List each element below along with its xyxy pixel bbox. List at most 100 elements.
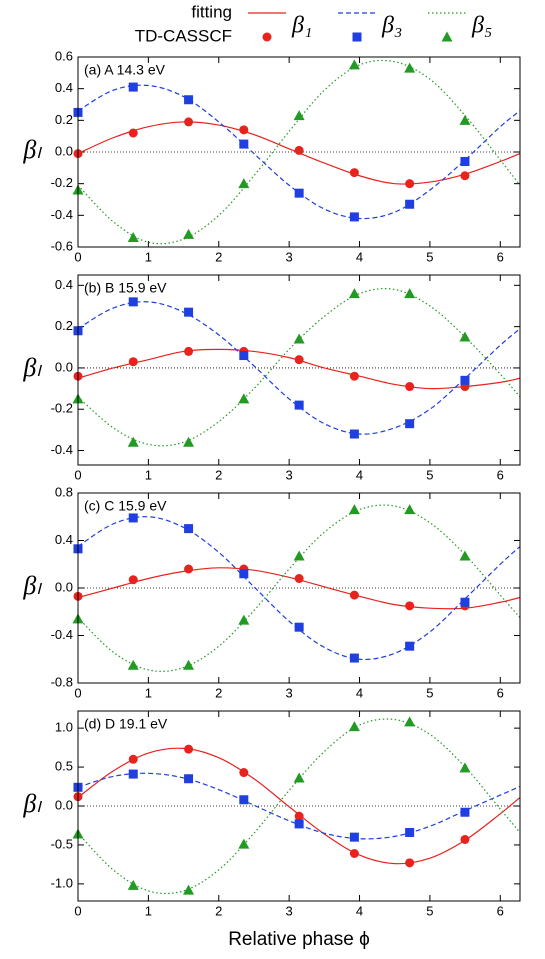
x-tick-label: 4 <box>356 685 363 700</box>
x-tick-label: 4 <box>356 249 363 264</box>
marker <box>127 232 139 242</box>
legend-name: β₁ <box>291 13 312 39</box>
panel-title: (a) A 14.3 eV <box>84 62 166 78</box>
marker <box>404 62 416 73</box>
marker <box>128 754 138 764</box>
marker <box>184 744 194 754</box>
marker <box>184 524 194 534</box>
y-tick-label: 0.0 <box>55 143 73 158</box>
marker <box>460 157 470 166</box>
marker <box>405 601 415 611</box>
x-tick-label: 3 <box>286 903 293 918</box>
marker <box>349 832 359 842</box>
marker <box>348 721 360 732</box>
panel-title: (d) D 19.1 eV <box>84 716 168 732</box>
marker <box>405 382 415 392</box>
marker <box>404 716 416 727</box>
legend-label: TD-CASSCF <box>135 26 232 45</box>
x-tick-label: 1 <box>145 903 152 918</box>
marker <box>183 228 195 239</box>
y-axis-label: βₗ <box>22 353 42 382</box>
y-tick-label: -0.2 <box>51 401 73 416</box>
marker <box>239 768 249 778</box>
marker <box>239 139 249 149</box>
marker <box>459 550 471 561</box>
panel-title: (c) C 15.9 eV <box>84 498 167 514</box>
marker <box>184 307 194 317</box>
y-tick-label: 1.0 <box>55 720 73 735</box>
x-tick-label: 5 <box>426 249 433 264</box>
marker <box>349 371 359 381</box>
x-tick-label: 6 <box>497 685 504 700</box>
marker <box>460 171 470 181</box>
y-tick-label: 0.0 <box>55 579 73 594</box>
marker <box>294 819 304 829</box>
marker <box>128 357 138 367</box>
marker <box>348 504 360 515</box>
marker <box>128 82 138 92</box>
y-axis-label: βₗ <box>22 789 42 818</box>
marker <box>294 145 304 155</box>
marker <box>184 117 194 127</box>
x-tick-label: 1 <box>145 467 152 482</box>
y-tick-label: -0.6 <box>51 238 73 253</box>
marker <box>293 772 305 783</box>
x-tick-label: 0 <box>74 685 81 700</box>
x-tick-label: 6 <box>497 467 504 482</box>
marker <box>405 858 415 868</box>
x-tick-label: 5 <box>426 685 433 700</box>
marker <box>293 110 305 121</box>
marker <box>127 879 139 890</box>
x-tick-label: 2 <box>215 903 222 918</box>
y-axis-label: βₗ <box>22 135 42 164</box>
marker <box>405 179 415 189</box>
marker <box>239 795 249 805</box>
marker <box>184 95 194 105</box>
marker <box>239 125 249 135</box>
marker <box>293 550 305 561</box>
marker <box>128 769 138 779</box>
marker <box>238 838 250 849</box>
plot-frame <box>77 56 521 248</box>
marker <box>128 575 138 585</box>
y-tick-label: -0.8 <box>51 674 73 689</box>
marker <box>238 614 250 625</box>
marker <box>349 653 359 663</box>
marker <box>348 59 360 70</box>
marker <box>128 513 138 523</box>
y-tick-label: -0.2 <box>51 175 73 190</box>
marker <box>460 807 470 817</box>
marker <box>127 436 139 447</box>
plot-frame <box>77 274 521 466</box>
plot-frame <box>77 492 521 684</box>
y-tick-label: 0.4 <box>55 80 73 95</box>
legend-name: β₅ <box>471 13 492 39</box>
marker <box>405 641 415 651</box>
x-axis-label: Relative phase ϕ <box>228 929 370 950</box>
marker <box>238 178 250 189</box>
marker <box>238 393 250 404</box>
x-tick-label: 3 <box>286 685 293 700</box>
marker <box>405 827 415 837</box>
marker <box>183 436 195 447</box>
x-tick-label: 5 <box>426 903 433 918</box>
y-tick-label: 0.4 <box>55 277 73 292</box>
x-tick-label: 2 <box>215 249 222 264</box>
x-tick-label: 5 <box>426 467 433 482</box>
y-tick-label: -0.4 <box>51 442 73 457</box>
y-tick-label: 0.2 <box>55 112 73 127</box>
x-tick-label: 1 <box>145 685 152 700</box>
marker <box>405 199 415 209</box>
panel-title: (b) B 15.9 eV <box>84 280 167 296</box>
marker <box>460 375 470 385</box>
marker <box>294 574 304 583</box>
x-tick-label: 0 <box>74 249 81 264</box>
marker <box>294 811 304 821</box>
x-tick-label: 2 <box>215 467 222 482</box>
marker <box>239 569 249 579</box>
marker <box>348 288 360 299</box>
x-tick-label: 4 <box>356 903 363 918</box>
marker <box>184 346 194 356</box>
x-tick-label: 3 <box>286 249 293 264</box>
